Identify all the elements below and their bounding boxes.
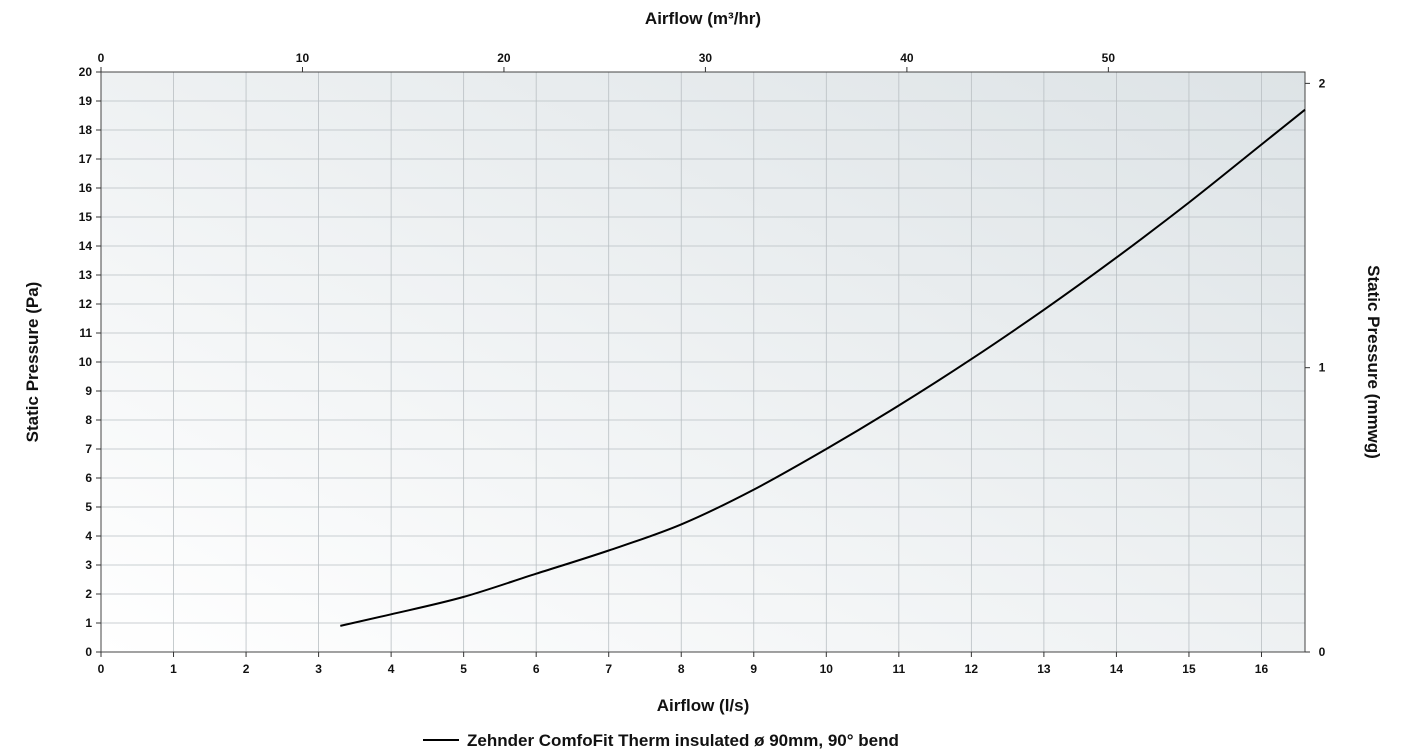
y-tick-label: 8 bbox=[85, 413, 92, 427]
x-tick-label: 13 bbox=[1037, 662, 1051, 676]
x-tick-label: 12 bbox=[965, 662, 979, 676]
y-tick-label: 14 bbox=[79, 239, 93, 253]
y-tick-label: 6 bbox=[85, 471, 92, 485]
series-group bbox=[340, 108, 1306, 627]
x-tick-label: 1 bbox=[170, 662, 177, 676]
x-tick-label: 9 bbox=[750, 662, 757, 676]
x-tick-label: 5 bbox=[460, 662, 467, 676]
y-tick-label: 11 bbox=[79, 326, 92, 340]
x-tick-label: 7 bbox=[605, 662, 612, 676]
x2-tick-label: 0 bbox=[98, 51, 105, 65]
y-tick-label: 1 bbox=[85, 616, 92, 630]
x2-tick-label: 40 bbox=[900, 51, 914, 65]
y-tick-label: 0 bbox=[85, 645, 92, 659]
y2-tick-label: 1 bbox=[1319, 361, 1326, 375]
y-tick-label: 15 bbox=[79, 210, 93, 224]
y-tick-label: 3 bbox=[85, 558, 92, 572]
y-tick-label: 20 bbox=[79, 65, 93, 79]
y-axis-title: Static Pressure (Pa) bbox=[23, 282, 42, 443]
x2-tick-label: 10 bbox=[296, 51, 310, 65]
y-tick-label: 10 bbox=[79, 355, 93, 369]
y-tick-label: 19 bbox=[79, 94, 93, 108]
y-tick-label: 17 bbox=[79, 152, 93, 166]
x-axis-title: Airflow (l/s) bbox=[657, 696, 750, 715]
y-tick-label: 18 bbox=[79, 123, 93, 137]
y2-tick-label: 2 bbox=[1319, 76, 1326, 90]
x-tick-label: 10 bbox=[820, 662, 834, 676]
x2-tick-label: 50 bbox=[1102, 51, 1116, 65]
y-tick-label: 5 bbox=[85, 500, 92, 514]
y2-axis-title: Static Pressure (mmwg) bbox=[1364, 265, 1383, 459]
x-tick-label: 3 bbox=[315, 662, 322, 676]
x-tick-label: 16 bbox=[1255, 662, 1269, 676]
legend: Zehnder ComfoFit Therm insulated ø 90mm,… bbox=[423, 731, 899, 750]
x2-axis-title: Airflow (m³/hr) bbox=[645, 9, 761, 28]
x-tick-label: 15 bbox=[1182, 662, 1196, 676]
x2-tick-label: 30 bbox=[699, 51, 713, 65]
axes: 0 1 2 3 4 5 6 7 8 9 10 11 12 13 14 15 160123456789101112… bbox=[79, 51, 1326, 676]
y-tick-label: 12 bbox=[79, 297, 93, 311]
y-tick-label: 9 bbox=[85, 384, 92, 398]
y-tick-label: 4 bbox=[85, 529, 92, 543]
y-tick-label: 2 bbox=[85, 587, 92, 601]
y-tick-label: 13 bbox=[79, 268, 93, 282]
x-tick-label: 14 bbox=[1110, 662, 1124, 676]
series-line-0 bbox=[340, 108, 1306, 627]
x-tick-label: 6 bbox=[533, 662, 540, 676]
y-tick-label: 16 bbox=[79, 181, 93, 195]
x-tick-label: 2 bbox=[243, 662, 250, 676]
x2-tick-label: 20 bbox=[497, 51, 511, 65]
y-tick-label: 7 bbox=[85, 442, 92, 456]
x-tick-label: 11 bbox=[892, 662, 905, 676]
x-tick-label: 4 bbox=[388, 662, 395, 676]
y2-tick-label: 0 bbox=[1319, 645, 1326, 659]
x-tick-label: 0 bbox=[98, 662, 105, 676]
x-tick-label: 8 bbox=[678, 662, 685, 676]
gridlines bbox=[100, 71, 1305, 653]
legend-label: Zehnder ComfoFit Therm insulated ø 90mm,… bbox=[467, 731, 899, 750]
